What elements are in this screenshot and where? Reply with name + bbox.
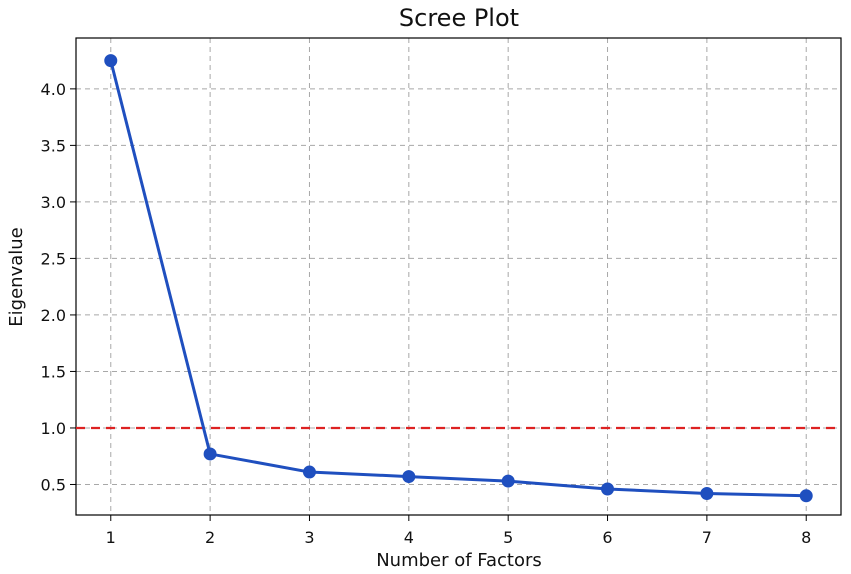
data-point [203, 447, 217, 461]
x-tick-label: 7 [702, 528, 712, 547]
x-tick-label: 2 [205, 528, 215, 547]
y-axis-label: Eigenvalue [6, 227, 27, 326]
data-point [104, 54, 118, 68]
data-point [799, 489, 813, 503]
x-axis-ticks: 1 2 3 4 5 6 7 8 [106, 515, 811, 547]
y-tick-label: 0.5 [41, 475, 66, 494]
x-axis-label: Number of Factors [376, 550, 542, 571]
x-tick-label: 5 [503, 528, 513, 547]
y-tick-label: 1.0 [41, 419, 66, 438]
data-point [302, 465, 316, 479]
x-tick-label: 8 [801, 528, 811, 547]
y-tick-label: 2.0 [41, 306, 66, 325]
data-point [501, 474, 515, 488]
plot-area-frame [75, 37, 842, 516]
x-tick-label: 4 [404, 528, 414, 547]
data-points [104, 54, 813, 503]
chart-title: Scree Plot [399, 4, 519, 32]
x-tick-label: 6 [602, 528, 612, 547]
data-point [601, 482, 615, 496]
y-tick-label: 3.5 [41, 136, 66, 155]
y-tick-label: 3.0 [41, 193, 66, 212]
y-tick-label: 4.0 [41, 80, 66, 99]
x-tick-label: 1 [106, 528, 116, 547]
y-tick-label: 1.5 [41, 362, 66, 381]
eigenvalue-series-line [109, 59, 808, 498]
y-axis-ticks: 0.5 1.0 1.5 2.0 2.5 3.0 3.5 4.0 [41, 80, 76, 494]
y-tick-label: 2.5 [41, 249, 66, 268]
data-point [700, 487, 714, 501]
data-point [402, 470, 416, 484]
x-tick-label: 3 [304, 528, 314, 547]
